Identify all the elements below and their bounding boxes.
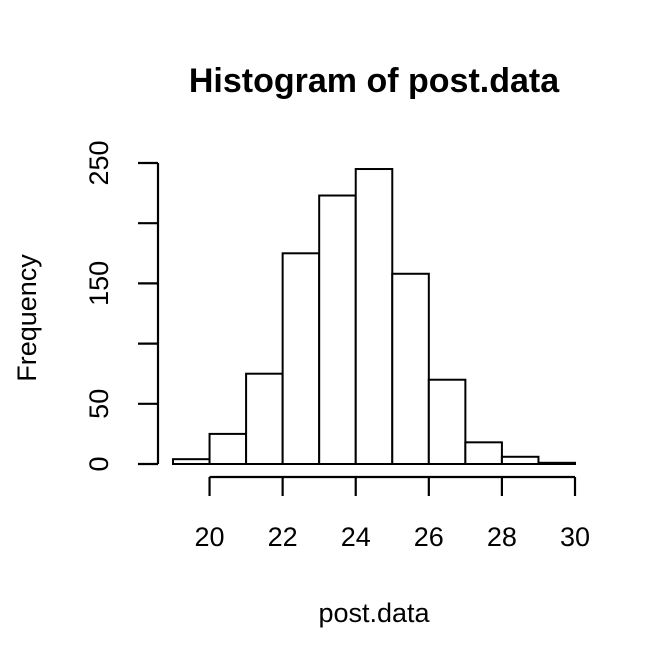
x-axis-label: post.data <box>318 598 430 628</box>
x-axis: 20 22 24 26 28 30 <box>195 475 590 552</box>
y-tick-label: 0 <box>84 456 114 471</box>
y-tick-label: 50 <box>84 389 114 419</box>
y-tick-label: 150 <box>84 261 114 306</box>
y-axis: 0 50 150 250 <box>84 140 160 472</box>
histogram-bar <box>245 372 284 466</box>
histogram-bar <box>172 458 211 465</box>
histogram-bar <box>354 168 394 466</box>
histogram-bar <box>464 441 503 465</box>
histogram-bar <box>391 272 430 465</box>
y-axis-label: Frequency <box>12 254 42 382</box>
histogram-bar <box>500 455 540 465</box>
x-tick-label: 24 <box>341 522 371 552</box>
histogram-bar <box>537 461 577 465</box>
histogram-bar <box>281 252 321 465</box>
histogram-bar <box>427 378 467 465</box>
x-tick-label: 30 <box>560 522 590 552</box>
histogram-bar <box>208 432 248 465</box>
x-tick-label: 20 <box>195 522 225 552</box>
bars-group <box>172 168 577 466</box>
y-tick-label: 250 <box>84 140 114 185</box>
x-tick-label: 22 <box>268 522 298 552</box>
histogram-bar <box>318 194 357 465</box>
x-tick-label: 26 <box>414 522 444 552</box>
x-tick-label: 28 <box>487 522 517 552</box>
chart-title: Histogram of post.data <box>189 62 560 100</box>
